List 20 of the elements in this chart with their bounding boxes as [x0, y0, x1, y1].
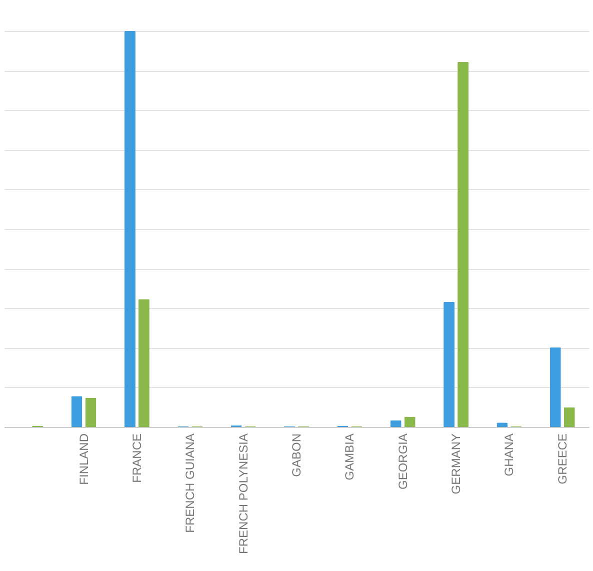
bar	[71, 396, 82, 427]
x-tick-label: GREECE	[555, 434, 570, 484]
x-tick-label: FRANCE	[130, 434, 144, 483]
bar	[390, 420, 402, 427]
bar	[138, 299, 150, 427]
bar	[444, 302, 455, 427]
bar	[85, 398, 96, 427]
bar	[458, 62, 469, 427]
x-tick-label: GAMBIA	[342, 434, 357, 480]
bar	[564, 407, 575, 427]
x-tick-label: GABON	[290, 434, 304, 477]
x-tick-label: GEORGIA	[396, 434, 410, 490]
bar	[124, 30, 136, 427]
x-tick-label: GHANA	[502, 434, 516, 476]
x-tick-label: FINLAND	[76, 433, 91, 485]
x-tick-label: GERMANY	[449, 434, 464, 494]
x-tick-label: FRENCH POLYNESIA	[236, 434, 250, 554]
bar	[550, 347, 561, 427]
bar	[404, 416, 416, 427]
x-tick-label: FRENCH GUIANA	[183, 434, 198, 533]
